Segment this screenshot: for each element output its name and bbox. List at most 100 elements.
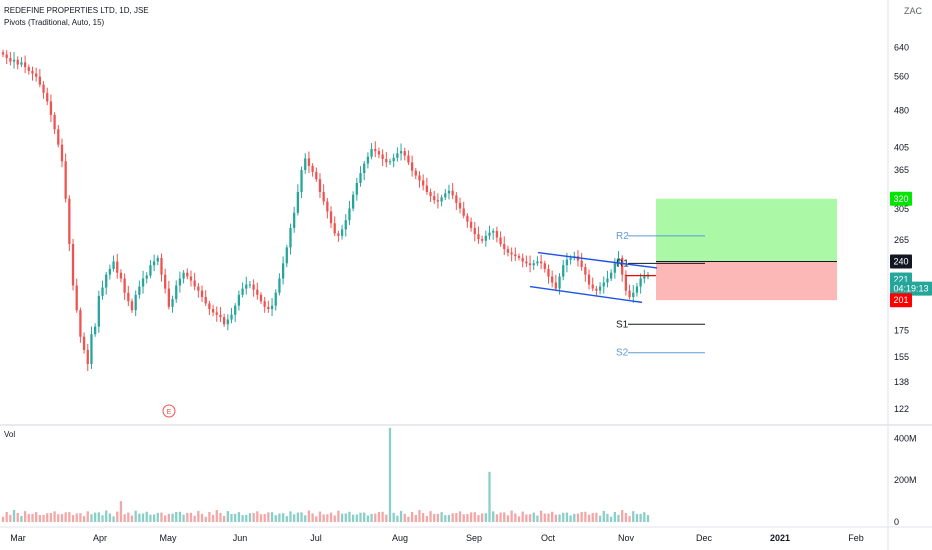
candle-body (127, 292, 130, 302)
volume-bar (197, 510, 200, 522)
volume-bar (53, 511, 56, 522)
candle-body (281, 263, 285, 279)
x-tick-label: Sep (466, 533, 482, 543)
candle-body (38, 76, 41, 85)
volume-bar (584, 511, 587, 522)
volume-bar (385, 514, 388, 522)
volume-bar (178, 511, 182, 522)
candle-body (628, 290, 631, 297)
volume-bar (112, 516, 115, 522)
volume-bar (79, 513, 82, 522)
candle-body (197, 286, 200, 291)
y-tick-label: 305 (894, 204, 909, 214)
candle-body (359, 173, 362, 183)
candle-body (167, 288, 170, 307)
candle-body (186, 272, 189, 277)
candle-body (337, 233, 340, 236)
candle-body (363, 163, 366, 174)
candle-body (643, 276, 646, 279)
candle-body (101, 287, 104, 296)
volume-bar (488, 471, 491, 522)
candle-body (385, 158, 388, 163)
candle-body (495, 231, 499, 238)
candle-body (333, 223, 336, 234)
candle-body (263, 301, 266, 307)
candle-body (613, 263, 616, 273)
volume-bar (613, 511, 616, 522)
volume-bar (263, 514, 266, 522)
candle-body (635, 286, 639, 293)
candle-body (53, 114, 56, 130)
volume-bar (101, 515, 104, 522)
volume-tick-label: 200M (894, 475, 917, 485)
candle-body (532, 263, 535, 266)
volume-bar (444, 515, 447, 522)
candle-body (278, 278, 281, 293)
candle-body (12, 59, 16, 62)
volume-bar (208, 511, 211, 522)
volume-bar (580, 511, 583, 522)
volume-bar (469, 512, 473, 522)
volume-bar (536, 515, 539, 522)
candle-body (433, 196, 436, 201)
volume-bar (164, 515, 167, 522)
x-tick-label: Aug (392, 533, 408, 543)
volume-bar (517, 516, 521, 522)
volume-bar (145, 511, 148, 522)
volume-bar (407, 516, 410, 522)
candle-body (554, 282, 557, 289)
volume-bar (5, 511, 8, 522)
volume-bar (344, 513, 347, 522)
candle-body (584, 267, 587, 275)
volume-bar (352, 514, 355, 522)
candle-body (20, 62, 23, 65)
volume-bar (539, 510, 543, 522)
candle-body (396, 153, 399, 158)
volume-bar (38, 515, 41, 522)
channel-upper-line (537, 251, 658, 269)
volume-bar (105, 510, 108, 522)
candle-body (366, 156, 370, 164)
candle-body (414, 170, 417, 176)
candle-body (200, 290, 204, 297)
candle-body (410, 162, 414, 171)
candle-body (42, 84, 45, 93)
candle-body (108, 268, 112, 275)
volume-bar (410, 511, 414, 522)
volume-bar (399, 510, 403, 522)
candle-body (469, 221, 473, 228)
candle-body (219, 314, 222, 318)
volume-bar (322, 514, 325, 522)
volume-bar (329, 512, 333, 522)
volume-bar (281, 513, 285, 522)
volume-bar (363, 512, 366, 522)
volume-bar (554, 514, 557, 522)
volume-bar (429, 511, 432, 522)
volume-bar (355, 514, 358, 522)
volume-bar (259, 514, 263, 522)
candle-body (503, 244, 506, 250)
candle-body (307, 158, 311, 166)
candle-body (134, 294, 137, 311)
candle-body (429, 192, 432, 197)
x-tick-label: Jun (233, 533, 248, 543)
volume-bar (274, 515, 277, 522)
candle-body (248, 284, 252, 286)
currency-label: ZAC (904, 6, 922, 16)
volume-bar (90, 514, 93, 522)
price-badge (890, 281, 932, 296)
candle-body (68, 198, 71, 245)
candle-body (178, 278, 182, 286)
volume-bar (311, 513, 314, 522)
candle-body (27, 67, 30, 71)
candle-body (610, 272, 613, 279)
candle-body (344, 220, 347, 230)
candle-body (171, 299, 174, 307)
candle-body (9, 58, 12, 62)
x-tick-label: Mar (10, 533, 26, 543)
volume-bar (587, 514, 591, 522)
y-tick-label: 175 (894, 325, 909, 335)
candle-body (97, 295, 100, 327)
